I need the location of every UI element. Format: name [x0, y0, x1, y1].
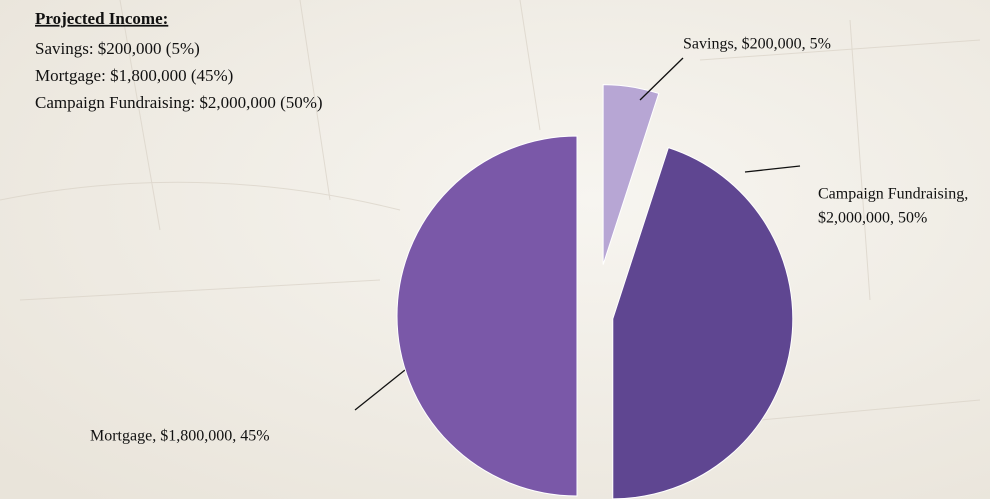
text-line: Savings: $200,000 (5%) — [35, 39, 200, 58]
page: Projected Income: Savings: $200,000 (5%)… — [0, 0, 990, 499]
data-label: $2,000,000, 50% — [818, 210, 927, 227]
text-heading: Projected Income: — [35, 9, 168, 28]
data-label: Campaign Fundraising, — [818, 186, 968, 203]
text-line: Campaign Fundraising: $2,000,000 (50%) — [35, 93, 323, 112]
chart: Projected Income: Savings: $200,000 (5%)… — [0, 0, 990, 499]
data-label: Mortgage, $1,800,000, 45% — [90, 428, 270, 445]
data-label: Savings, $200,000, 5% — [683, 36, 831, 53]
text-line: Mortgage: $1,800,000 (45%) — [35, 66, 233, 85]
